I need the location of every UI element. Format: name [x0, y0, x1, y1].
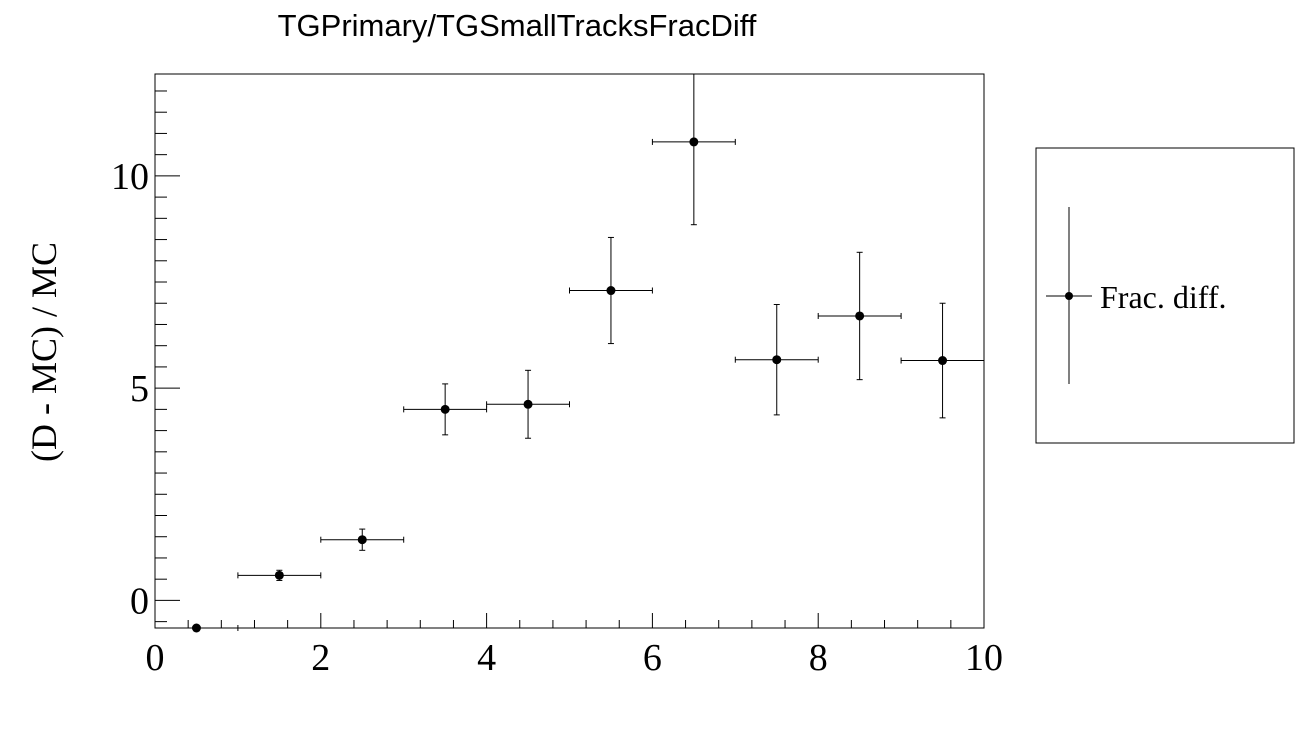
legend: Frac. diff.: [1035, 147, 1295, 444]
data-point: [817, 251, 902, 381]
data-point: [900, 302, 984, 419]
y-tick-label: 0: [130, 580, 149, 622]
data-marker: [440, 404, 450, 414]
x-tick-label: 6: [643, 637, 662, 679]
legend-marker-dot: [1065, 292, 1073, 300]
data-marker: [855, 311, 865, 321]
data-marker: [274, 570, 284, 580]
data-marker: [938, 356, 948, 366]
data-point: [651, 74, 736, 226]
data-series: [155, 74, 984, 633]
data-point: [155, 623, 239, 633]
data-point: [734, 304, 819, 416]
x-tick-label: 4: [477, 637, 496, 679]
y-axis: 0 5 10: [111, 90, 180, 622]
data-point: [403, 383, 488, 436]
data-marker: [772, 355, 782, 365]
plot-frame: [154, 73, 985, 629]
y-axis-label: (D - MC) / MC: [24, 242, 64, 462]
data-point: [569, 236, 653, 345]
x-tick-label: 0: [146, 637, 165, 679]
data-marker: [689, 137, 699, 147]
y-tick-label: 5: [130, 368, 149, 410]
chart-title: TGPrimary/TGSmallTracksFracDiff: [278, 8, 757, 43]
data-point: [486, 369, 570, 439]
y-tick-label: 10: [111, 156, 149, 198]
data-point: [320, 528, 405, 551]
legend-label: Frac. diff.: [1100, 279, 1226, 315]
data-marker: [191, 623, 201, 633]
data-marker: [357, 535, 367, 545]
x-axis: 0 2 4 6 8 10: [146, 613, 1003, 679]
x-tick-label: 10: [965, 637, 1003, 679]
x-tick-label: 8: [809, 637, 828, 679]
data-marker: [606, 286, 616, 296]
data-marker: [523, 399, 533, 409]
x-tick-label: 2: [311, 637, 330, 679]
data-point: [237, 569, 322, 581]
